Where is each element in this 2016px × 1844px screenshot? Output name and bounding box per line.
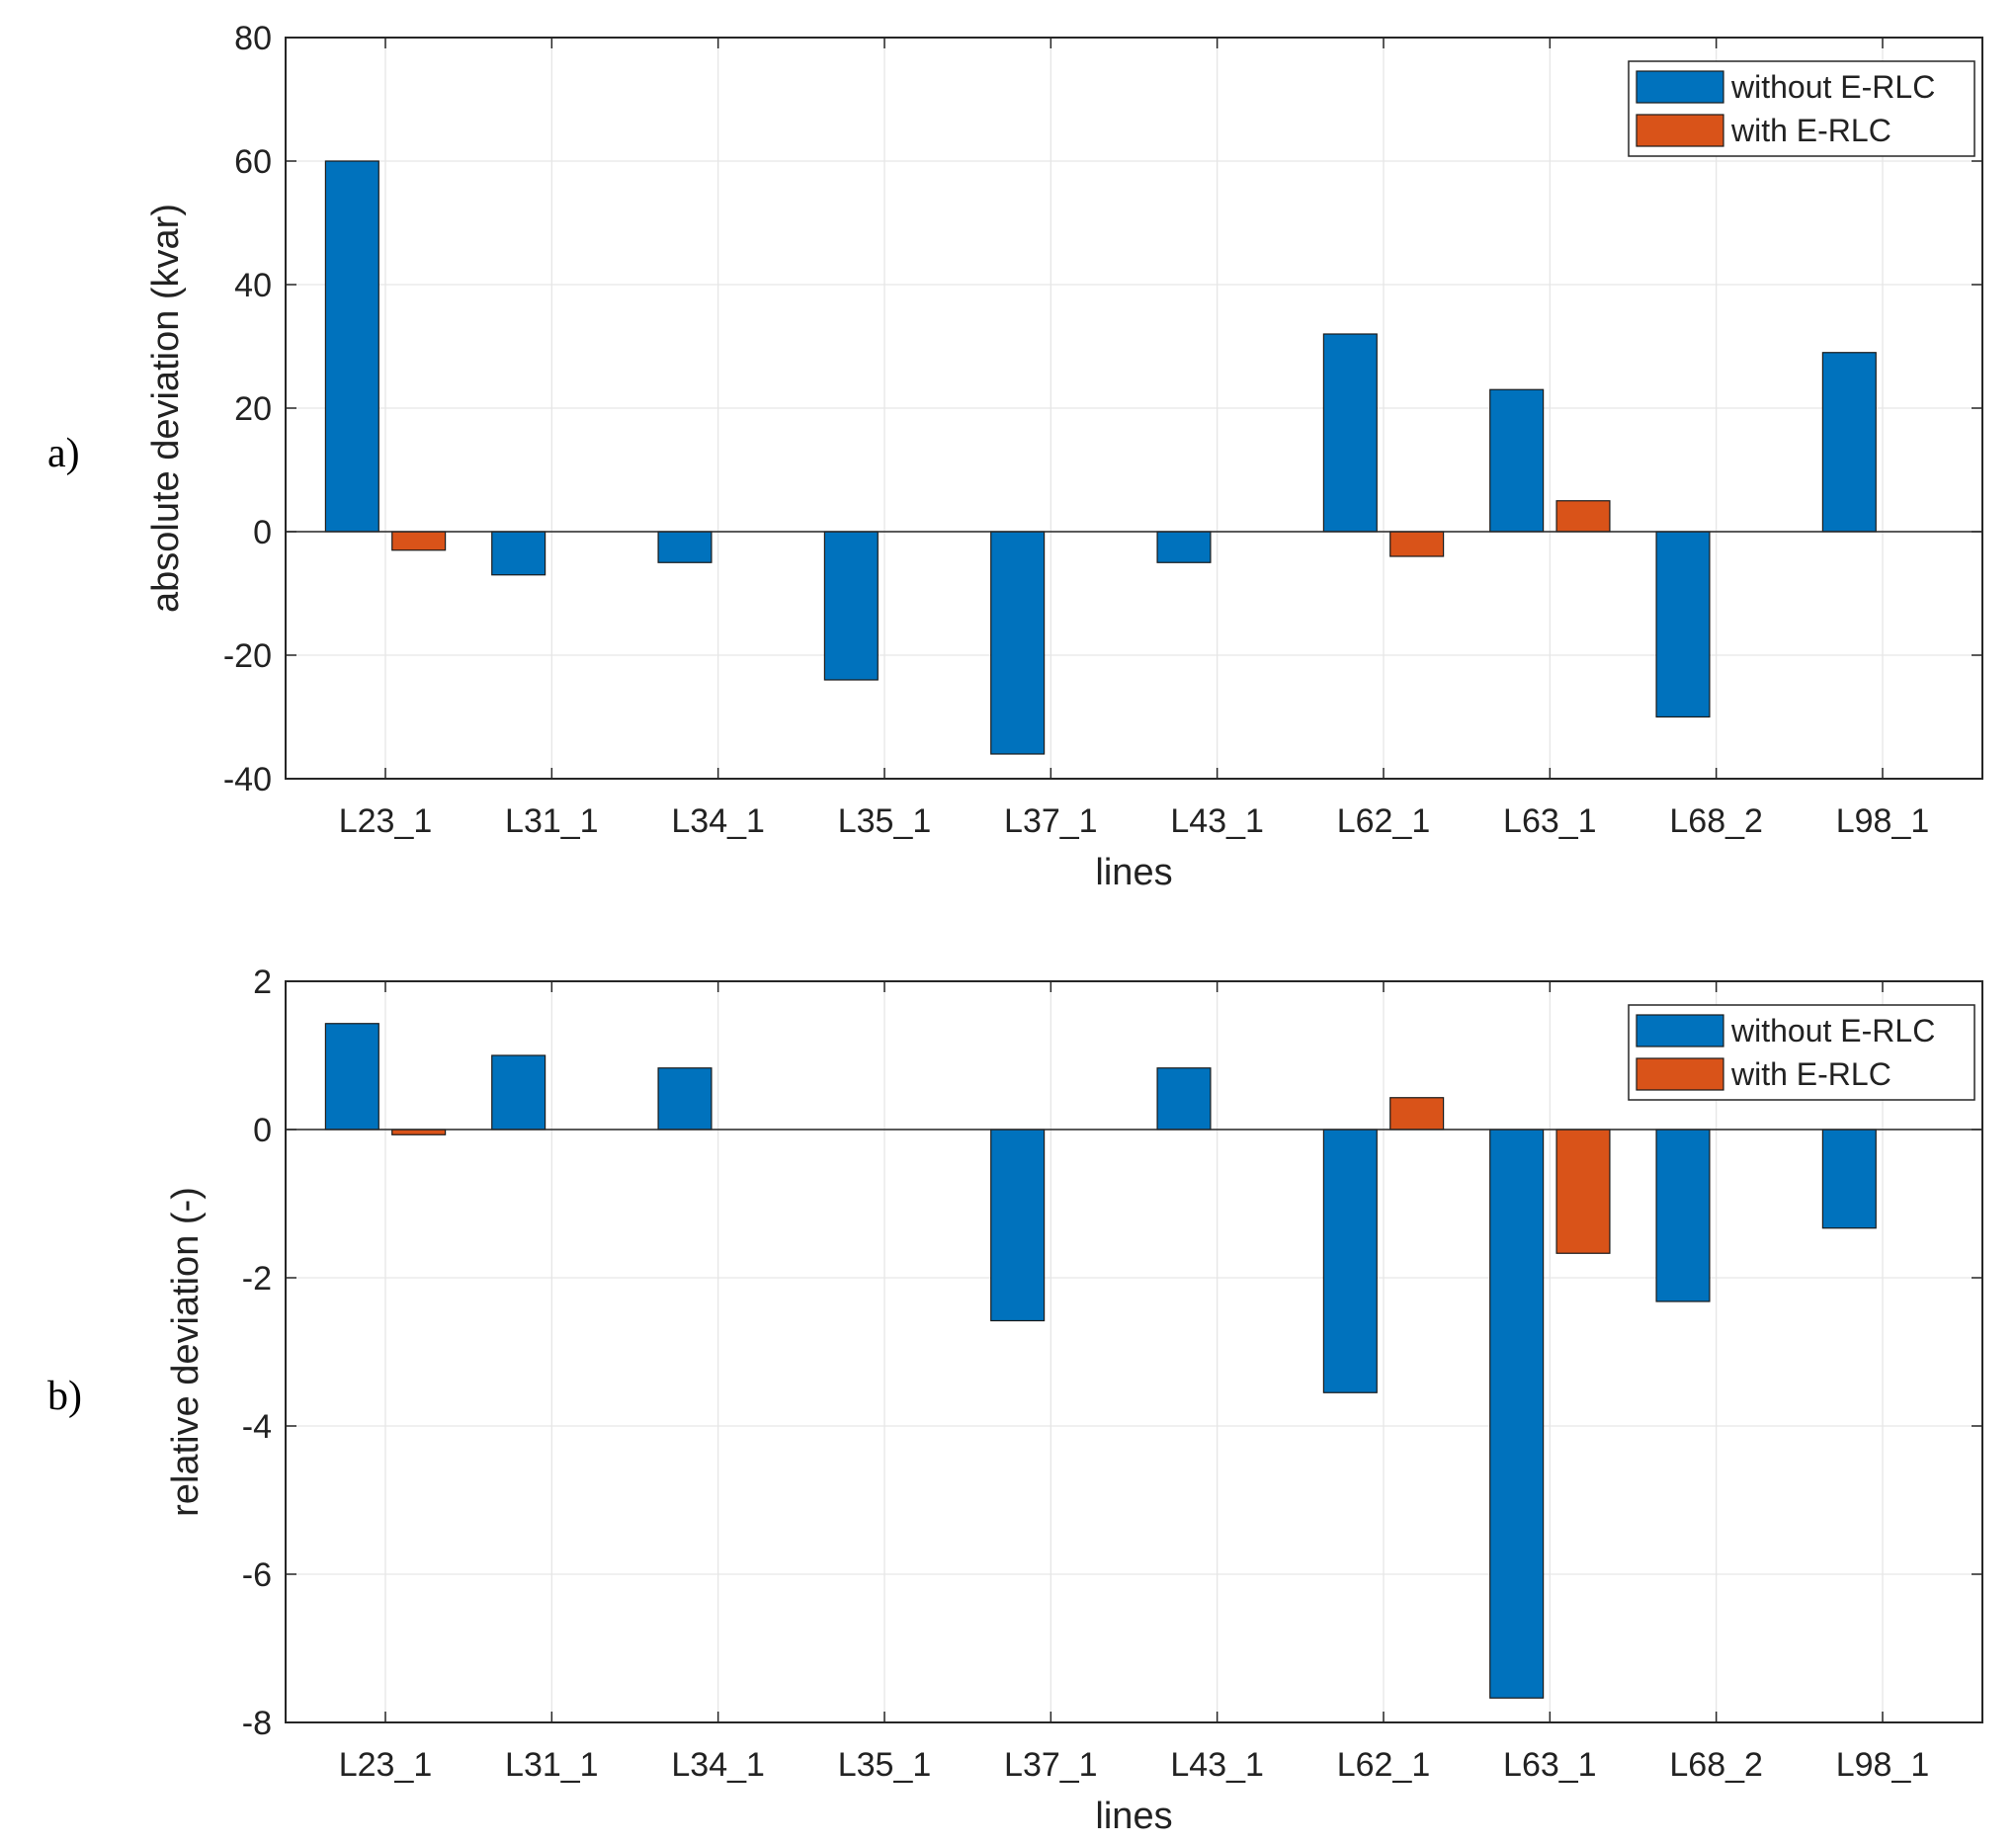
- bar-l37-1-series-1: [990, 1129, 1046, 1322]
- legend-entry-2: with E-RLC: [1730, 1056, 1891, 1092]
- x-tick-label: L34_1: [671, 802, 765, 840]
- y-tick-label: -6: [242, 1556, 272, 1594]
- x-tick-label: L34_1: [671, 1746, 765, 1784]
- y-axis-label: relative deviation (-): [165, 1187, 207, 1517]
- y-tick-label: 40: [234, 267, 272, 304]
- bar-l23-1-series-2: [391, 1129, 447, 1135]
- bar-l62-1-series-2: [1389, 1097, 1445, 1131]
- bar-l68-2-series-1: [1655, 1129, 1711, 1302]
- x-tick-label: L68_2: [1669, 802, 1763, 840]
- legend: without E-RLC with E-RLC: [1628, 1004, 1975, 1101]
- bar-l43-1-series-1: [1156, 1067, 1212, 1131]
- legend-swatch: [1636, 114, 1724, 147]
- x-tick-label: L35_1: [838, 1746, 932, 1784]
- x-tick-label: L63_1: [1503, 802, 1597, 840]
- x-tick-label: L68_2: [1669, 1746, 1763, 1784]
- bar-l63-1-series-1: [1489, 388, 1545, 533]
- x-tick-label: L63_1: [1503, 1746, 1597, 1784]
- y-tick-label: 0: [253, 514, 272, 551]
- y-tick-label: 80: [234, 20, 272, 57]
- x-tick-label: L23_1: [339, 802, 433, 840]
- legend-entry-2: with E-RLC: [1730, 113, 1891, 148]
- bar-l31-1-series-1: [491, 531, 546, 576]
- bar-l63-1-series-1: [1489, 1129, 1545, 1699]
- y-tick-label: -8: [242, 1705, 272, 1742]
- x-tick-label: L62_1: [1337, 1746, 1431, 1784]
- x-tick-label: L37_1: [1004, 1746, 1098, 1784]
- bar-l62-1-series-1: [1322, 333, 1378, 533]
- y-axis-label: absolute deviation (kvar): [145, 204, 187, 613]
- legend-swatch: [1636, 70, 1724, 104]
- bar-l98-1-series-1: [1821, 1129, 1877, 1229]
- bar-l98-1-series-1: [1821, 352, 1877, 533]
- legend-entry-1: without E-RLC: [1730, 69, 1935, 105]
- y-tick-label: 2: [253, 964, 272, 1001]
- legend: without E-RLC with E-RLC: [1628, 60, 1975, 157]
- chart-panel-1: -40 -20 0 20 40 60 80 L23_1 L31_1 L34_1 L35_1 L37_1…: [47, 20, 1983, 893]
- legend-swatch: [1636, 1057, 1724, 1091]
- chart-panel-2: -8 -6 -4 -2 0 2 L23_1 L31_1 L34_1 L35_1 L37_1 L43_1…: [47, 964, 1983, 1837]
- x-tick-label: L31_1: [505, 802, 599, 840]
- x-tick-label: L43_1: [1170, 802, 1264, 840]
- bar-l23-1-series-1: [324, 1023, 379, 1131]
- bar-l62-1-series-1: [1322, 1129, 1378, 1393]
- x-axis-label: lines: [1095, 1796, 1172, 1837]
- bar-l68-2-series-1: [1655, 531, 1711, 718]
- x-tick-label: L98_1: [1836, 802, 1930, 840]
- bar-l35-1-series-1: [823, 531, 879, 681]
- y-tick-label: -4: [242, 1408, 272, 1446]
- y-tick-label: 60: [234, 143, 272, 181]
- x-tick-label: L37_1: [1004, 802, 1098, 840]
- x-tick-label: L62_1: [1337, 802, 1431, 840]
- x-tick-label: L43_1: [1170, 1746, 1264, 1784]
- y-tick-label: -2: [242, 1260, 272, 1298]
- bar-l63-1-series-2: [1555, 500, 1611, 533]
- y-tick-label: 20: [234, 390, 272, 428]
- axes-box: [285, 980, 1983, 1723]
- bar-l37-1-series-1: [990, 531, 1046, 755]
- legend-entry-1: without E-RLC: [1730, 1013, 1935, 1048]
- bar-l31-1-series-1: [491, 1054, 546, 1131]
- x-tick-label: L31_1: [505, 1746, 599, 1784]
- x-axis-label: lines: [1095, 852, 1172, 893]
- bar-l34-1-series-1: [657, 1067, 713, 1131]
- panel-label: a): [47, 431, 80, 476]
- y-tick-label: 0: [253, 1112, 272, 1149]
- legend-swatch: [1636, 1014, 1724, 1048]
- y-tick-label: -40: [223, 761, 272, 798]
- bar-l43-1-series-1: [1156, 531, 1212, 563]
- panel-label: b): [47, 1374, 82, 1419]
- x-tick-label: L35_1: [838, 802, 932, 840]
- bar-l23-1-series-2: [391, 531, 447, 551]
- bar-l62-1-series-2: [1389, 531, 1445, 557]
- y-tick-label: -20: [223, 637, 272, 675]
- plot-area: [286, 981, 1982, 1722]
- bar-l63-1-series-2: [1555, 1129, 1611, 1254]
- bar-l34-1-series-1: [657, 531, 713, 563]
- x-tick-label: L98_1: [1836, 1746, 1930, 1784]
- bar-l23-1-series-1: [324, 160, 379, 533]
- x-tick-label: L23_1: [339, 1746, 433, 1784]
